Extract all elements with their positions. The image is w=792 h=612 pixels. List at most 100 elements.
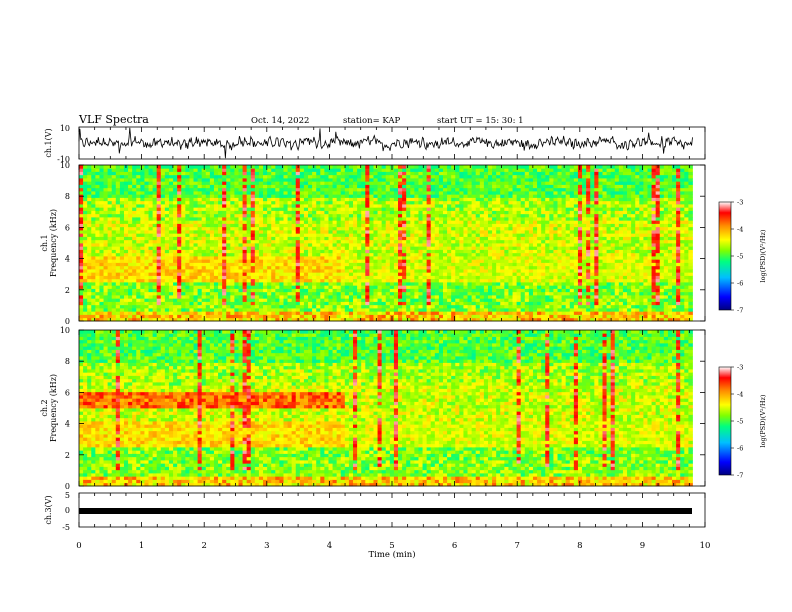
- spec1-cell: [95, 288, 100, 293]
- spec1-cell: [222, 191, 227, 195]
- spec1-cell: [148, 207, 154, 211]
- spec1-cell: [271, 272, 276, 276]
- spec1-cell: [353, 236, 358, 241]
- spec1-cell: [222, 230, 227, 234]
- spec1-cell: [377, 191, 383, 195]
- spec1-cell: [173, 239, 178, 244]
- spec1-cell: [263, 308, 268, 312]
- spec1-cell: [500, 265, 505, 270]
- spec1-cell: [467, 243, 473, 247]
- spec1-cell: [91, 200, 96, 205]
- spec1-cell: [393, 298, 399, 302]
- spec1-cell: [463, 181, 468, 185]
- spec1-cell: [303, 278, 309, 283]
- spec1-cell: [459, 246, 464, 250]
- spec1-cell: [348, 174, 354, 179]
- spec1-cell: [471, 230, 477, 234]
- spec1-cell: [173, 317, 178, 322]
- spec1-cell: [430, 295, 436, 299]
- spec1-cell: [193, 220, 199, 224]
- spec1-cell: [267, 275, 272, 280]
- spec1-cell: [344, 165, 350, 169]
- spec1-cell: [275, 317, 280, 322]
- spec1-cell: [230, 269, 235, 273]
- spec1-cell: [308, 220, 313, 224]
- spec1-cell: [115, 204, 121, 208]
- spec1-cell: [218, 187, 223, 192]
- spec1-cell: [218, 223, 223, 228]
- spec1-cell: [83, 223, 88, 228]
- spec1-cell: [173, 217, 178, 221]
- spec1-cell: [234, 187, 239, 192]
- spec1-cell: [218, 243, 223, 247]
- spec1-cell: [87, 249, 92, 254]
- spec1-cell: [414, 181, 419, 185]
- spec1-cell: [381, 298, 387, 302]
- spec1-cell: [201, 230, 207, 234]
- spec1-cell: [361, 217, 366, 221]
- spec1-cell: [377, 317, 383, 322]
- spec1-cell: [87, 295, 92, 299]
- spec1-cell: [353, 204, 358, 208]
- spec1-cell: [226, 262, 231, 267]
- spec1-cell: [434, 314, 440, 319]
- spec1-cell: [398, 184, 403, 189]
- spec1-cell: [487, 171, 493, 176]
- spec1-cell: [308, 314, 313, 319]
- spec1-cell: [443, 174, 448, 179]
- spec1-cell: [287, 194, 293, 198]
- spec1-cell: [328, 282, 333, 286]
- spec1-cell: [230, 226, 235, 231]
- spec1-cell: [357, 288, 362, 293]
- spec1-cell: [99, 191, 104, 195]
- spec1-cell: [193, 233, 199, 237]
- spec1-cell: [357, 233, 362, 237]
- spec1-cell: [234, 311, 239, 315]
- spec1-cell: [348, 223, 354, 228]
- spec1-cell: [398, 233, 403, 237]
- spec1-cell: [336, 194, 342, 198]
- spec1-cell: [107, 220, 113, 224]
- spec1-cell: [389, 181, 395, 185]
- spec1-cell: [185, 200, 190, 205]
- spec1-cell: [332, 191, 338, 195]
- spec1-cell: [148, 230, 154, 234]
- spec1-cell: [111, 304, 117, 309]
- spec1-cell: [369, 178, 374, 182]
- spec1-cell: [328, 197, 333, 202]
- spec1-cell: [123, 252, 129, 257]
- spec1-cell: [463, 174, 468, 179]
- spec1-cell: [340, 200, 346, 205]
- spec1-cell: [258, 226, 264, 231]
- spec1-cell: [291, 178, 297, 182]
- spec1-cell: [164, 168, 170, 172]
- spec1-cell: [492, 213, 497, 218]
- spec1-cell: [185, 236, 190, 241]
- spec1-cell: [463, 262, 468, 267]
- spec1-cell: [443, 223, 448, 228]
- spec1-cell: [156, 269, 162, 273]
- spec1-cell: [173, 311, 178, 315]
- spec1-cell: [348, 275, 354, 280]
- spec1-cell: [447, 165, 452, 169]
- spec1-cell: [177, 174, 182, 179]
- spec1-cell: [336, 165, 342, 169]
- spec1-cell: [418, 285, 423, 289]
- spec1-cell: [377, 230, 383, 234]
- spec1-cell: [263, 249, 268, 254]
- spec1-cell: [492, 184, 497, 189]
- spec1-cell: [246, 291, 252, 296]
- spec1-cell: [95, 207, 100, 211]
- spec1-cell: [185, 174, 190, 179]
- spec1-cell: [140, 233, 145, 237]
- spec1-cell: [361, 207, 366, 211]
- spec1-cell: [132, 210, 137, 215]
- spec1-cell: [402, 207, 407, 211]
- spec1-cell: [496, 187, 501, 192]
- spec1-cell: [164, 239, 170, 244]
- spec1-cell: [128, 249, 133, 254]
- spec1-cell: [87, 233, 92, 237]
- spec1-cell: [267, 243, 272, 247]
- spec1-cell: [213, 282, 219, 286]
- spec1-cell: [226, 187, 231, 192]
